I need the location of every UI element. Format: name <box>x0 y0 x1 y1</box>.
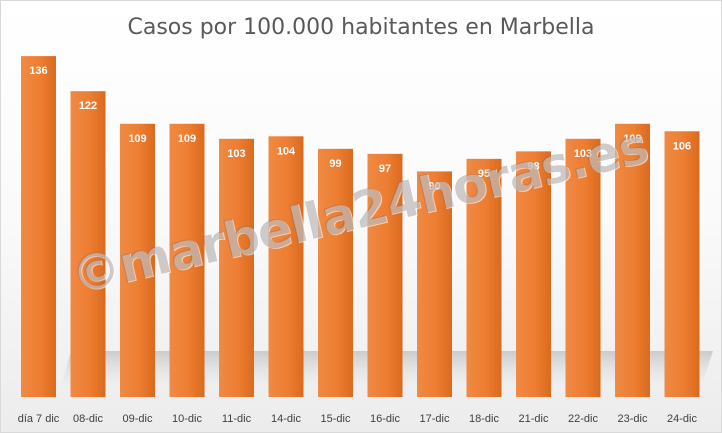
bar <box>516 151 551 397</box>
x-tick-label: 17-dic <box>420 413 450 425</box>
x-tick-label: 24-dic <box>667 413 697 425</box>
bar-value-label: 103 <box>227 148 245 160</box>
bar <box>120 123 155 398</box>
bar-value-label: 109 <box>128 133 146 145</box>
bar-value-label: 136 <box>29 65 47 77</box>
bar <box>417 171 452 397</box>
bar <box>268 136 304 397</box>
bar-value-label: 103 <box>574 148 592 160</box>
bar-value-label: 97 <box>379 163 391 175</box>
x-tick-label: 09-dic <box>123 413 153 425</box>
bar-value-label: 99 <box>329 158 341 170</box>
bar-value-label: 90 <box>428 180 440 192</box>
x-tick-label: 11-dic <box>222 413 252 425</box>
bar-value-label: 109 <box>623 133 641 145</box>
bar <box>664 131 700 397</box>
bar <box>169 123 205 398</box>
bar <box>219 138 254 397</box>
x-tick-label: 10-dic <box>172 413 202 425</box>
x-tick-label: 08-dic <box>73 413 103 425</box>
x-tick-label: 23-dic <box>618 413 648 425</box>
x-tick-label: 21-dic <box>519 413 549 425</box>
bar-value-label: 104 <box>277 145 296 157</box>
bar <box>565 138 601 397</box>
x-tick-label: 18-dic <box>469 413 499 425</box>
bar-value-label: 98 <box>527 160 539 172</box>
bar <box>367 153 403 397</box>
bar <box>466 158 502 397</box>
bar-value-label: 106 <box>673 140 691 152</box>
bar-value-label: 95 <box>478 168 490 180</box>
bar-value-label: 109 <box>178 133 196 145</box>
x-tick-label: 15-dic <box>321 413 351 425</box>
x-tick-label: 22-dic <box>568 413 598 425</box>
bar-value-label: 122 <box>79 100 97 112</box>
bar <box>70 91 106 397</box>
bar <box>615 123 650 398</box>
x-tick-label: 16-dic <box>370 413 400 425</box>
bar <box>318 148 353 397</box>
x-tick-label: día 7 dic <box>18 413 60 425</box>
x-tick-label: 14-dic <box>271 413 301 425</box>
bar <box>21 56 56 398</box>
chart-title: Casos por 100.000 habitantes en Marbella <box>127 15 595 40</box>
